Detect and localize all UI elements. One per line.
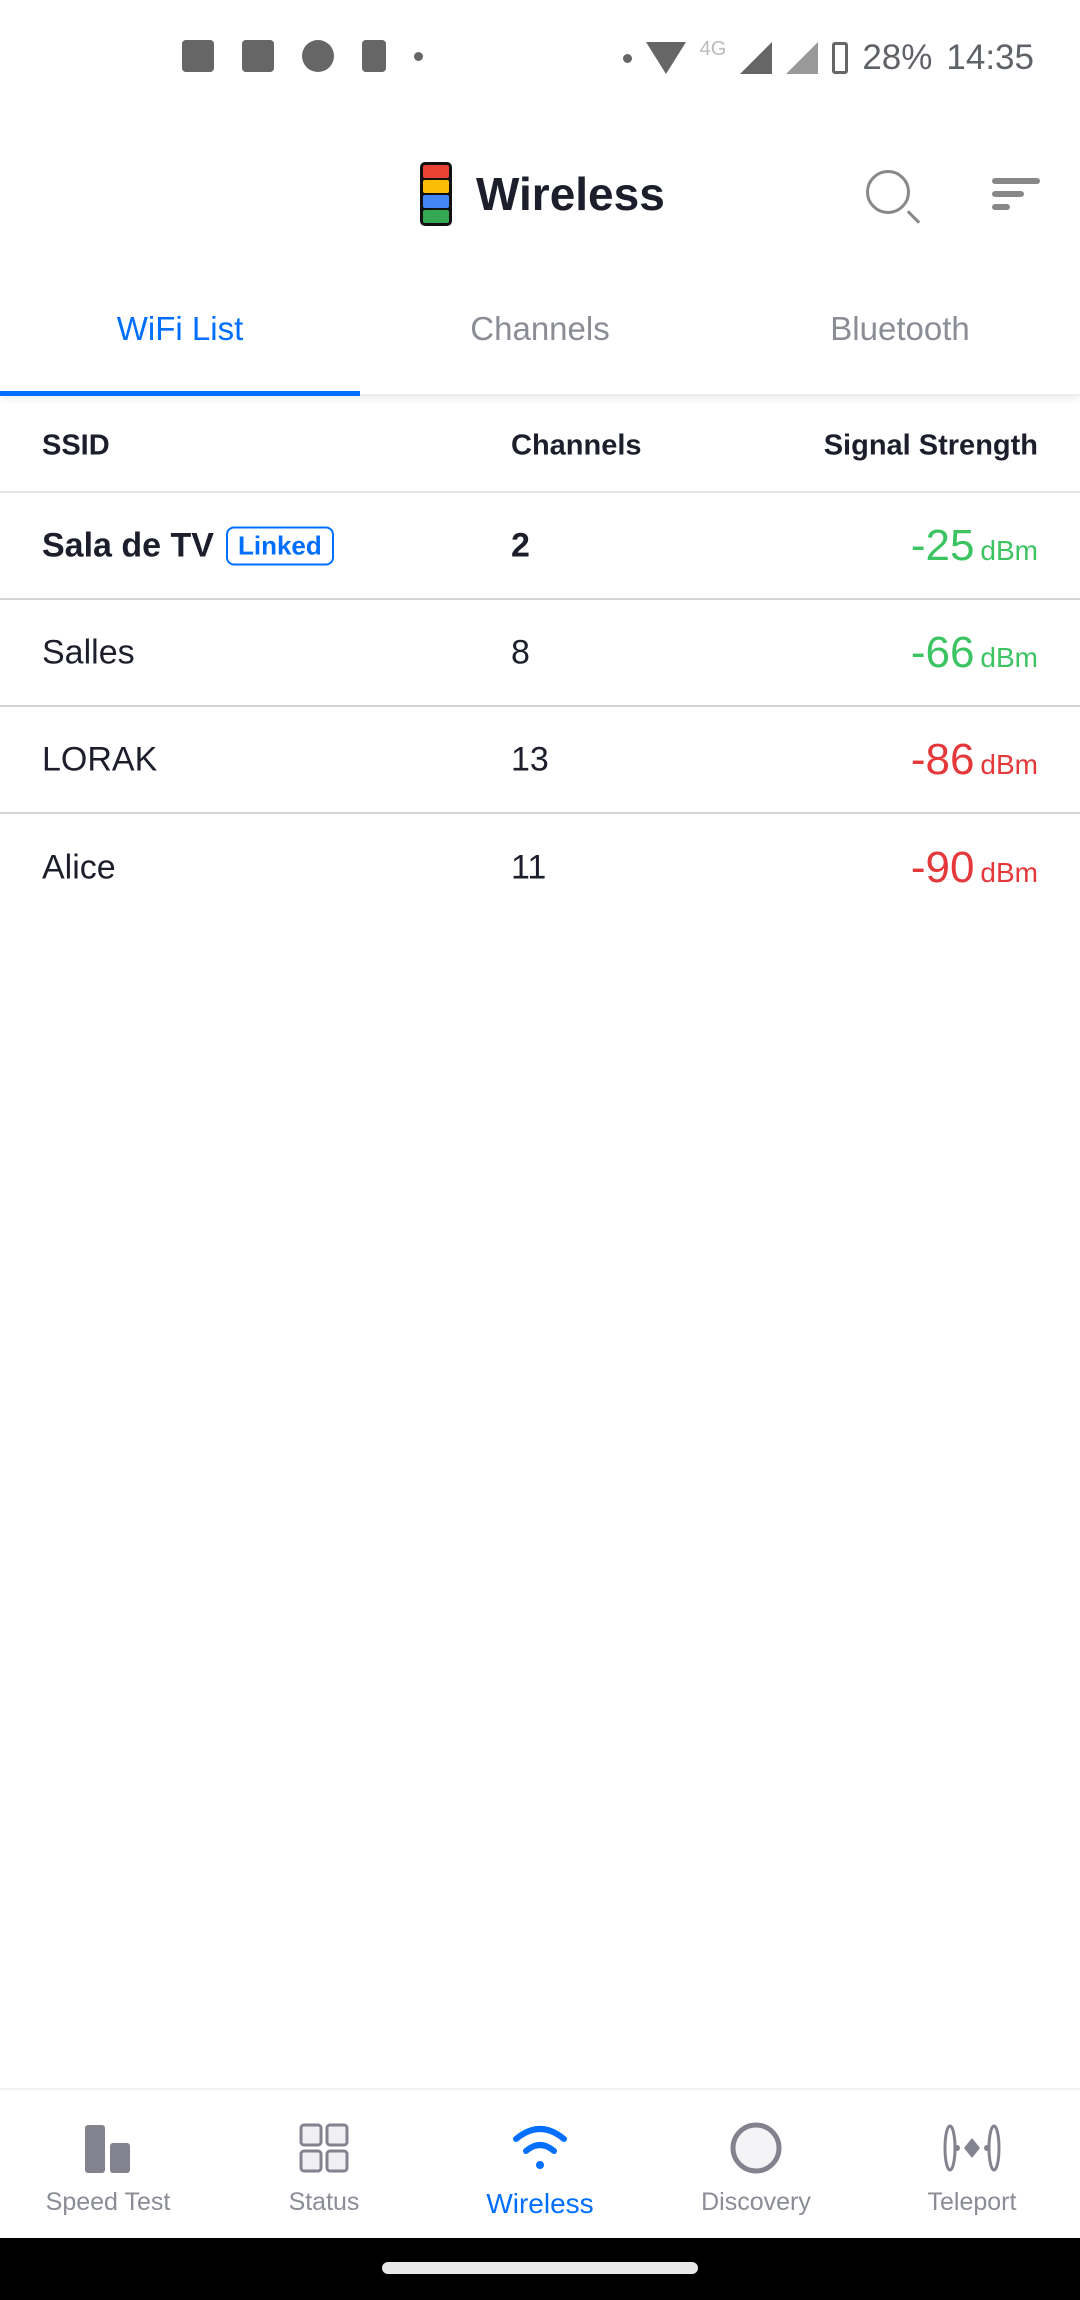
signal-value: -25 (910, 520, 975, 570)
chat-notification-icon (242, 40, 274, 72)
signal-icon (740, 42, 773, 74)
tab-bluetooth[interactable]: Bluetooth (830, 310, 970, 347)
discovery-circle-icon (648, 2118, 864, 2178)
column-channels[interactable]: Channels (511, 429, 642, 461)
table-row[interactable]: LORAK 13 -86 dBm (0, 707, 1080, 814)
nav-label: Teleport (927, 2188, 1017, 2216)
signal-icon-2 (786, 42, 819, 74)
page-title: Wireless (476, 168, 665, 220)
bar-chart-icon (0, 2118, 216, 2178)
wifi-status-icon (645, 42, 686, 74)
channel: 8 (511, 633, 530, 671)
signal-value: -66 (910, 627, 975, 677)
nav-label: Status (288, 2188, 360, 2216)
search-icon[interactable] (866, 170, 910, 214)
app-notification-icon (362, 40, 386, 72)
app-header: Wireless (0, 150, 1080, 240)
ssid: Sala de TV (42, 526, 214, 564)
battery-icon (832, 42, 849, 74)
channel: 13 (511, 740, 549, 778)
channel: 11 (511, 848, 547, 886)
column-ssid[interactable]: SSID (42, 429, 110, 461)
ssid: Alice (42, 848, 116, 886)
table-row[interactable]: Alice 11 -90 dBm (0, 814, 1080, 921)
wifi-icon (432, 2118, 648, 2178)
more-notifications-icon (414, 51, 423, 61)
status-bar: 4G 28% 14:35 (0, 0, 1080, 120)
table-row[interactable]: Sala de TV Linked 2 -25 dBm (0, 493, 1080, 600)
signal-unit: dBm (980, 748, 1038, 780)
battery-level: 28% (862, 38, 933, 77)
bottom-navigation: Speed Test Status Wireless Discovery Tel… (0, 2088, 1080, 2238)
signal-unit: dBm (980, 641, 1038, 673)
channel: 2 (511, 526, 530, 564)
nav-label: Speed Test (45, 2188, 171, 2216)
table-row[interactable]: Salles 8 -66 dBm (0, 600, 1080, 707)
app-notification-icon (302, 40, 334, 72)
device-icon (420, 162, 452, 226)
nav-speed-test[interactable]: Speed Test (0, 2090, 216, 2240)
signal-value: -90 (910, 842, 975, 892)
nav-wireless[interactable]: Wireless (432, 2090, 648, 2240)
nav-teleport[interactable]: Teleport (864, 2090, 1080, 2240)
tab-wifi-list[interactable]: WiFi List (116, 310, 244, 347)
sort-filter-icon[interactable] (992, 178, 1040, 217)
clock: 14:35 (946, 38, 1034, 77)
tab-bar: WiFi List Channels Bluetooth (0, 280, 1080, 396)
teleport-icon (864, 2118, 1080, 2178)
system-navigation-bar (0, 2238, 1080, 2300)
linked-badge: Linked (225, 526, 334, 565)
tab-channels[interactable]: Channels (470, 310, 610, 347)
ssid: Salles (42, 633, 135, 671)
table-header: SSID Channels Signal Strength (0, 400, 1080, 493)
signal-unit: dBm (980, 856, 1038, 888)
news-notification-icon (182, 40, 214, 72)
nav-label: Discovery (701, 2188, 811, 2216)
active-tab-indicator (0, 391, 360, 396)
nav-label: Wireless (486, 2188, 594, 2219)
signal-value: -86 (910, 734, 975, 784)
ssid: LORAK (42, 740, 158, 778)
network-type: 4G (699, 38, 727, 60)
signal-unit: dBm (980, 534, 1038, 566)
column-signal-strength[interactable]: Signal Strength (823, 429, 1038, 461)
dot-icon (622, 53, 632, 63)
home-gesture-handle[interactable] (382, 2262, 698, 2274)
grid-icon (216, 2118, 432, 2178)
nav-status[interactable]: Status (216, 2090, 432, 2240)
nav-discovery[interactable]: Discovery (648, 2090, 864, 2240)
